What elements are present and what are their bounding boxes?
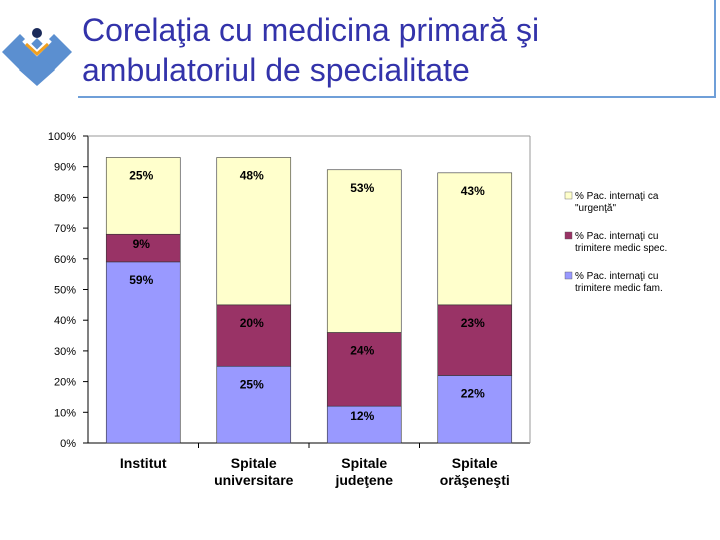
legend-label: % Pac. internaţi cu [575, 231, 658, 242]
data-label: 53% [350, 181, 374, 195]
bar-segment [326, 405, 402, 444]
bar-segment [437, 172, 513, 306]
legend-label: trimitere medic fam. [575, 283, 663, 294]
bar-segment [105, 157, 181, 235]
y-tick-label: 80% [54, 192, 76, 204]
title-line-2: ambulatoriul de specialitate [82, 52, 470, 88]
bar-segment [105, 233, 181, 263]
data-label: 25% [240, 377, 264, 391]
legend-label: "urgenţă" [575, 203, 616, 214]
data-label: 25% [129, 168, 153, 182]
x-category-label: universitare [214, 472, 294, 488]
data-label: 22% [461, 386, 485, 400]
x-category-label: Spitale [231, 455, 277, 471]
y-tick-label: 90% [54, 162, 76, 174]
legend-label: trimitere medic spec. [575, 243, 667, 254]
data-label: 59% [129, 273, 153, 287]
legend-swatch [564, 191, 573, 200]
y-tick-label: 100% [48, 131, 76, 143]
legend-swatch [564, 231, 573, 240]
data-label: 23% [461, 316, 485, 330]
bar-segment [216, 304, 292, 367]
y-tick-label: 0% [60, 438, 76, 450]
data-label: 48% [240, 168, 264, 182]
title-band [78, 0, 716, 98]
y-tick-label: 40% [54, 315, 76, 327]
data-label: 9% [133, 237, 151, 251]
data-label: 20% [240, 316, 264, 330]
bar-segment [326, 169, 402, 333]
y-tick-label: 20% [54, 377, 76, 389]
page-title: Corelaţia cu medicina primară şi ambulat… [82, 10, 539, 90]
logo-dot [32, 28, 42, 38]
data-label: 24% [350, 343, 374, 357]
logo-diamond-c [19, 52, 55, 86]
x-category-label: orăşeneşti [440, 472, 510, 488]
institution-logo [2, 28, 76, 86]
legend-swatch [564, 271, 573, 280]
bar-segment [105, 261, 181, 444]
legend-label: % Pac. internaţi cu [575, 271, 658, 282]
bar-segment [216, 365, 292, 444]
y-tick-label: 50% [54, 285, 76, 297]
x-category-label: Spitale [341, 455, 387, 471]
bar-segment [437, 375, 513, 444]
x-category-label: judeţene [334, 472, 393, 488]
bar-segment [326, 332, 402, 407]
y-tick-label: 70% [54, 223, 76, 235]
x-category-label: Institut [120, 455, 167, 471]
x-category-label: Spitale [452, 455, 498, 471]
data-label: 43% [461, 184, 485, 198]
bar-segment [437, 304, 513, 376]
data-label: 12% [350, 409, 374, 423]
y-tick-label: 30% [54, 346, 76, 358]
bar-segment [216, 157, 292, 306]
legend-label: % Pac. internaţi ca [575, 191, 659, 202]
y-tick-label: 60% [54, 254, 76, 266]
title-line-1: Corelaţia cu medicina primară şi [82, 12, 540, 48]
y-tick-label: 10% [54, 407, 76, 419]
